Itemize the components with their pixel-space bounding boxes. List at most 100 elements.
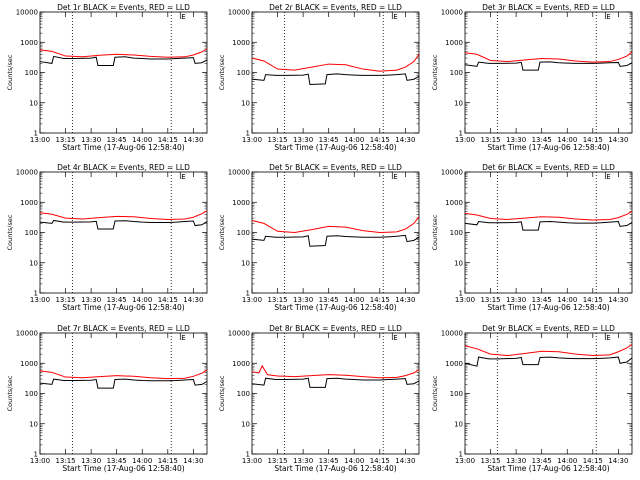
x-tick-label: 14:30 bbox=[183, 296, 203, 304]
events-series-line bbox=[39, 55, 208, 67]
y-tick-label: 1 bbox=[34, 130, 38, 138]
y-tick-label: 1000 bbox=[232, 39, 250, 47]
y-tick-label: 100 bbox=[237, 69, 250, 77]
x-tick-label: 13:00 bbox=[30, 136, 50, 144]
y-tick-label: 10 bbox=[241, 420, 250, 428]
y-tick-label: 100 bbox=[25, 69, 38, 77]
x-tick-label: 14:30 bbox=[183, 136, 203, 144]
events-series-line bbox=[39, 378, 208, 389]
y-tick-label: 10000 bbox=[228, 330, 250, 338]
x-tick-label: 13:45 bbox=[107, 136, 127, 144]
x-tick-label: 13:45 bbox=[107, 457, 127, 465]
x-tick-label: 14:30 bbox=[395, 136, 415, 144]
y-axis-label: Counts/sec bbox=[431, 375, 439, 411]
y-tick-label: 100 bbox=[25, 229, 38, 237]
x-axis-label: Start Time (17-Aug-06 12:58:40) bbox=[62, 303, 184, 312]
detector-panel: Det 3r BLACK = Events, RED = LLD 1 10 100 10… bbox=[431, 3, 633, 152]
plot-frame bbox=[464, 171, 633, 294]
y-tick-label: 10000 bbox=[16, 9, 38, 17]
x-tick-label: 13:00 bbox=[30, 296, 50, 304]
detector-panel: Det 2r BLACK = Events, RED = LLD 1 10 100 10… bbox=[218, 3, 420, 152]
y-axis-label: Counts/sec bbox=[431, 214, 439, 250]
x-tick-label: 14:15 bbox=[583, 136, 603, 144]
x-tick-label: 14:15 bbox=[583, 296, 603, 304]
y-tick-label: 1 bbox=[34, 451, 38, 459]
x-tick-label: 13:30 bbox=[293, 136, 313, 144]
x-tick-label: 14:15 bbox=[370, 457, 390, 465]
plot-frame bbox=[39, 11, 208, 134]
x-tick-label: 13:15 bbox=[480, 296, 500, 304]
lld-series-line bbox=[251, 54, 420, 72]
panel-title: Det 6r BLACK = Events, RED = LLD bbox=[482, 163, 615, 172]
lld-series-line bbox=[39, 210, 208, 220]
events-series-line bbox=[464, 221, 633, 231]
y-tick-label: 1000 bbox=[445, 199, 463, 207]
x-tick-label: 14:15 bbox=[158, 457, 178, 465]
corner-mark: E bbox=[181, 13, 185, 21]
plot-frame bbox=[251, 171, 420, 294]
y-tick-label: 1000 bbox=[20, 39, 38, 47]
x-tick-label: 14:15 bbox=[370, 296, 390, 304]
x-tick-label: 14:00 bbox=[344, 136, 364, 144]
plot-frame bbox=[251, 11, 420, 134]
lld-series-line bbox=[39, 369, 208, 380]
panel-title: Det 8r BLACK = Events, RED = LLD bbox=[269, 324, 402, 333]
y-tick-label: 100 bbox=[237, 390, 250, 398]
y-tick-label: 1000 bbox=[20, 199, 38, 207]
x-tick-label: 13:00 bbox=[242, 457, 262, 465]
y-tick-label: 10 bbox=[241, 259, 250, 267]
x-tick-label: 14:00 bbox=[132, 136, 152, 144]
lld-series-line bbox=[464, 51, 633, 63]
corner-mark: E bbox=[606, 173, 610, 181]
detector-panel: Det 5r BLACK = Events, RED = LLD 1 10 100 10… bbox=[218, 163, 420, 312]
y-axis-label: Counts/sec bbox=[6, 54, 14, 90]
y-tick-label: 1000 bbox=[445, 39, 463, 47]
y-tick-label: 1 bbox=[246, 451, 250, 459]
y-axis-label: Counts/sec bbox=[218, 214, 226, 250]
events-series-line bbox=[251, 73, 420, 86]
plot-frame bbox=[39, 332, 208, 455]
x-tick-label: 13:45 bbox=[319, 296, 339, 304]
y-tick-label: 1 bbox=[459, 290, 463, 298]
y-axis-label: Counts/sec bbox=[218, 375, 226, 411]
events-series-line bbox=[464, 61, 633, 71]
lld-series-line bbox=[251, 216, 420, 234]
x-tick-label: 14:00 bbox=[557, 296, 577, 304]
y-tick-label: 10 bbox=[454, 99, 463, 107]
x-tick-label: 13:15 bbox=[55, 457, 75, 465]
x-tick-label: 13:30 bbox=[81, 296, 101, 304]
detector-panel: Det 7r BLACK = Events, RED = LLD 1 10 100 10… bbox=[6, 324, 208, 473]
x-tick-label: 13:00 bbox=[455, 457, 475, 465]
detector-panel: Det 9r BLACK = Events, RED = LLD 1 10 100 10… bbox=[431, 324, 633, 473]
x-tick-label: 13:45 bbox=[532, 136, 552, 144]
x-tick-label: 14:30 bbox=[608, 457, 628, 465]
x-tick-label: 13:15 bbox=[267, 296, 287, 304]
y-tick-label: 10000 bbox=[228, 9, 250, 17]
x-tick-label: 13:00 bbox=[242, 296, 262, 304]
x-tick-label: 13:30 bbox=[293, 296, 313, 304]
events-series-line bbox=[464, 356, 633, 367]
lld-series-line bbox=[39, 48, 208, 58]
x-tick-label: 13:00 bbox=[455, 136, 475, 144]
x-tick-label: 13:15 bbox=[480, 457, 500, 465]
panel-title: Det 7r BLACK = Events, RED = LLD bbox=[57, 324, 190, 333]
x-axis-label: Start Time (17-Aug-06 12:58:40) bbox=[487, 464, 609, 473]
x-tick-label: 14:15 bbox=[158, 136, 178, 144]
x-tick-label: 14:00 bbox=[344, 457, 364, 465]
x-tick-label: 13:15 bbox=[480, 136, 500, 144]
events-series-line bbox=[39, 219, 208, 230]
y-axis-label: Counts/sec bbox=[431, 54, 439, 90]
x-axis-label: Start Time (17-Aug-06 12:58:40) bbox=[274, 143, 396, 152]
lld-series-line bbox=[464, 343, 633, 357]
x-tick-label: 13:45 bbox=[319, 457, 339, 465]
x-tick-label: 13:45 bbox=[532, 457, 552, 465]
y-tick-label: 10 bbox=[29, 99, 38, 107]
y-tick-label: 1000 bbox=[232, 360, 250, 368]
x-tick-label: 14:00 bbox=[344, 296, 364, 304]
x-tick-label: 14:00 bbox=[132, 296, 152, 304]
y-tick-label: 10 bbox=[241, 99, 250, 107]
y-tick-label: 1 bbox=[459, 451, 463, 459]
panel-title: Det 4r BLACK = Events, RED = LLD bbox=[57, 163, 190, 172]
x-tick-label: 14:30 bbox=[183, 457, 203, 465]
y-tick-label: 1 bbox=[246, 130, 250, 138]
